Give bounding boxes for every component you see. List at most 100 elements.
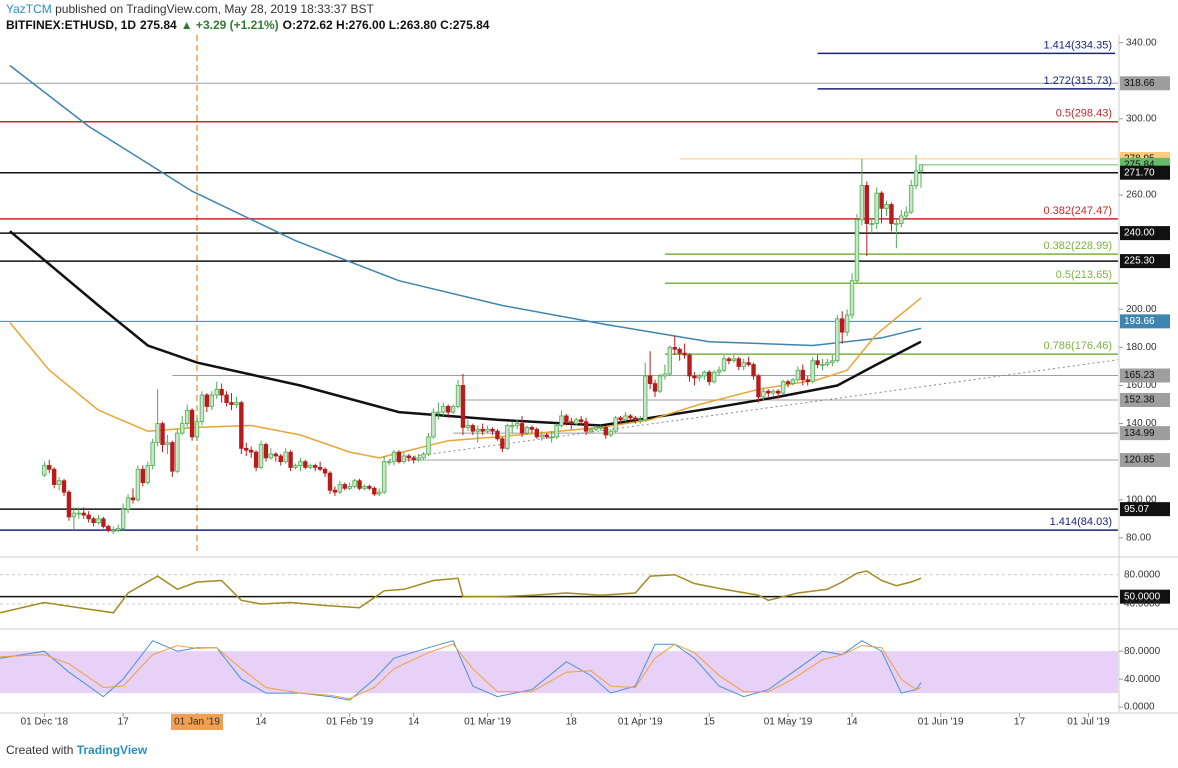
footer: Created with TradingView <box>6 743 147 757</box>
candle-body <box>746 362 751 365</box>
price-badge-label: 318.66 <box>1124 78 1155 89</box>
rsi-tick-label: 80.0000 <box>1124 569 1161 580</box>
candle-body <box>578 419 584 423</box>
candle-body <box>342 484 347 489</box>
candle-body <box>470 425 476 432</box>
candle-body <box>529 426 535 430</box>
candle-body <box>332 489 338 493</box>
candle-body <box>874 192 879 224</box>
candle-body <box>91 518 96 524</box>
price-badge-label: 240.00 <box>1124 228 1155 239</box>
x-tick-label: 17 <box>1014 717 1026 728</box>
candle-body <box>775 390 781 394</box>
candle-body <box>574 419 579 424</box>
candle-body <box>150 442 155 466</box>
candle-body <box>894 223 899 225</box>
candle-body <box>125 497 131 510</box>
stoch-line <box>0 640 922 701</box>
price-badge <box>1120 76 1170 91</box>
candle-body <box>844 314 850 333</box>
candle-body <box>175 432 180 472</box>
candle-body <box>884 204 889 209</box>
y-tick-label: 340.00 <box>1126 37 1157 48</box>
candle-body <box>66 491 72 518</box>
candle-body <box>204 394 210 407</box>
symbol-line: BITFINEX:ETHUSD, 1D 275.84 ▲ +3.29 (+1.21%… <box>6 18 493 32</box>
y-tick-label: 140.00 <box>1126 418 1157 429</box>
candle-body <box>268 453 274 459</box>
candle-body <box>165 442 170 445</box>
candle-body <box>918 164 924 172</box>
candle-body <box>800 369 805 381</box>
x-tick-label: 14 <box>255 717 267 728</box>
y-tick-label: 180.00 <box>1126 342 1157 353</box>
y-tick-label: 300.00 <box>1126 113 1157 124</box>
price-badge-label: 165.23 <box>1124 370 1155 381</box>
candle-body <box>510 425 515 427</box>
candle-body <box>189 409 195 438</box>
candle-body <box>756 375 761 398</box>
candle-body <box>396 451 402 463</box>
candle-body <box>524 426 530 434</box>
candle-body <box>106 526 111 531</box>
fib-label: 0.382(247.47) <box>1044 205 1113 217</box>
candle-body <box>692 375 697 379</box>
candle-body <box>559 415 564 426</box>
candle-body <box>401 455 407 463</box>
candle-body <box>140 468 146 484</box>
moving-average <box>9 297 922 459</box>
y-tick-label: 160.00 <box>1126 380 1157 391</box>
candle-body <box>130 497 136 501</box>
candle-body <box>500 438 505 449</box>
candle-body <box>357 480 362 489</box>
candle-body <box>111 529 116 532</box>
candle-body <box>780 381 786 394</box>
candle-body <box>751 364 756 377</box>
x-tick-label: 01 Mar '19 <box>464 717 511 728</box>
stoch-tick-label: 0.0000 <box>1124 702 1155 713</box>
candle-body <box>642 375 648 421</box>
candle-body <box>253 451 259 468</box>
price-badge <box>1120 314 1170 329</box>
candle-body <box>219 388 224 396</box>
candle-body <box>101 518 106 527</box>
price-badge <box>1120 502 1170 517</box>
x-tick-label: 18 <box>566 717 578 728</box>
candle-body <box>864 185 870 224</box>
candle-body <box>711 371 717 383</box>
candle-body <box>248 449 254 453</box>
candle-body <box>687 354 692 377</box>
candle-body <box>549 436 554 439</box>
y-tick-label: 80.00 <box>1126 532 1151 543</box>
candle-body <box>564 415 569 423</box>
candle-body <box>421 453 426 459</box>
candle-body <box>480 428 485 432</box>
candle-body <box>583 421 589 432</box>
candle-body <box>889 204 894 224</box>
moving-average <box>9 230 922 427</box>
candle-body <box>721 358 727 371</box>
footer-brand[interactable]: TradingView <box>76 743 148 757</box>
fib-label: 1.414(84.03) <box>1050 516 1112 528</box>
fib-label: 0.5(298.43) <box>1056 108 1112 120</box>
candle-body <box>810 360 815 383</box>
candle-body <box>766 390 771 394</box>
candle-body <box>682 352 687 356</box>
candle-body <box>707 371 712 383</box>
x-tick-label: 01 Jan '19 <box>174 717 220 728</box>
candle-body <box>475 428 480 432</box>
candle-body <box>465 425 471 428</box>
price-badge-label: 225.30 <box>1124 256 1155 267</box>
candle-body <box>726 358 732 362</box>
candle-body <box>263 444 269 459</box>
price-badge <box>1120 226 1170 241</box>
candle-body <box>534 428 540 438</box>
candle-body <box>608 430 613 436</box>
publisher[interactable]: YazTCM <box>6 2 52 16</box>
fib-label: 1.414(334.35) <box>1044 39 1113 51</box>
candle-body <box>657 375 663 392</box>
candle-body <box>805 379 810 383</box>
candle-body <box>372 487 377 495</box>
candle-body <box>47 465 52 470</box>
rsi-line <box>0 570 922 614</box>
